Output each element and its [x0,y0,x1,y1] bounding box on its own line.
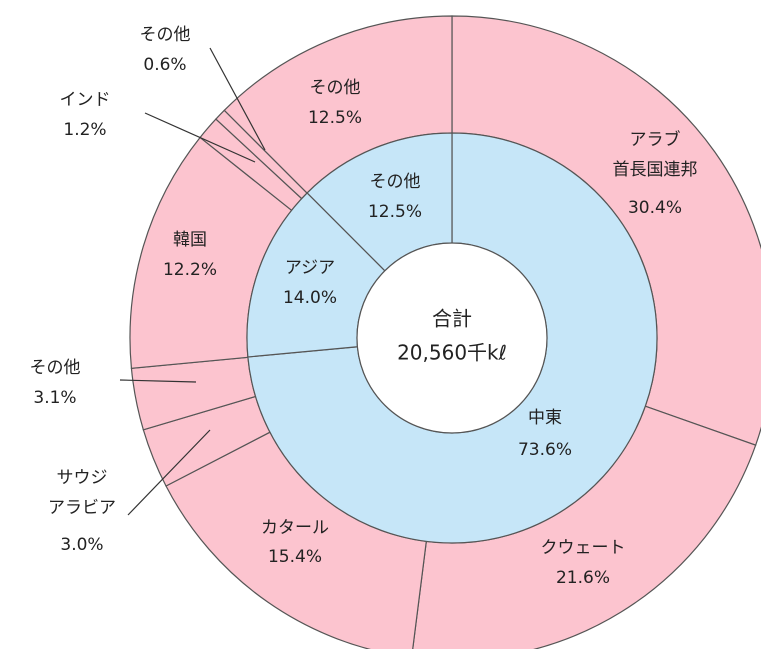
slice-name: クウェート [541,538,626,558]
slice-value: 12.5% [308,108,362,128]
slice-value: 12.2% [163,260,217,280]
center-title: 合計 [432,307,472,331]
slice-name: インド [60,90,111,110]
labels: アラブ首長国連邦 30.4% クウェート 21.6% カタール 15.4% サウジアラビア 3… [30,25,698,588]
slice-value: 15.4% [268,547,322,567]
slice-name: その他 [30,358,81,378]
slice-name: カタール [261,518,329,538]
slice-name: その他 [370,172,421,192]
slice-value: 21.6% [556,568,610,588]
leader-line [144,112,256,163]
rings [129,15,761,649]
slice-name: 中東 [528,408,562,428]
center-hole [356,242,548,434]
slice-value: 12.5% [368,202,422,222]
slice-value: 73.6% [518,440,572,460]
leader-line [209,47,266,151]
slice-value: 0.6% [143,55,186,75]
slice-value: 3.1% [33,388,76,408]
leader-line [127,429,211,516]
slice-name: その他 [140,25,191,45]
slice-value: 14.0% [283,288,337,308]
leader-line [119,379,197,383]
slice-value: 1.2% [63,120,106,140]
slice-name: 韓国 [173,230,207,250]
slice-name: その他 [310,78,361,98]
slice-value: 3.0% [60,535,103,555]
slice-name: サウジアラビア [48,468,116,518]
slice-name: アジア [285,258,335,278]
center-total: 20,560千kℓ [397,341,507,365]
slice-value: 30.4% [628,198,682,218]
slice-name: アラブ首長国連邦 [613,129,698,180]
